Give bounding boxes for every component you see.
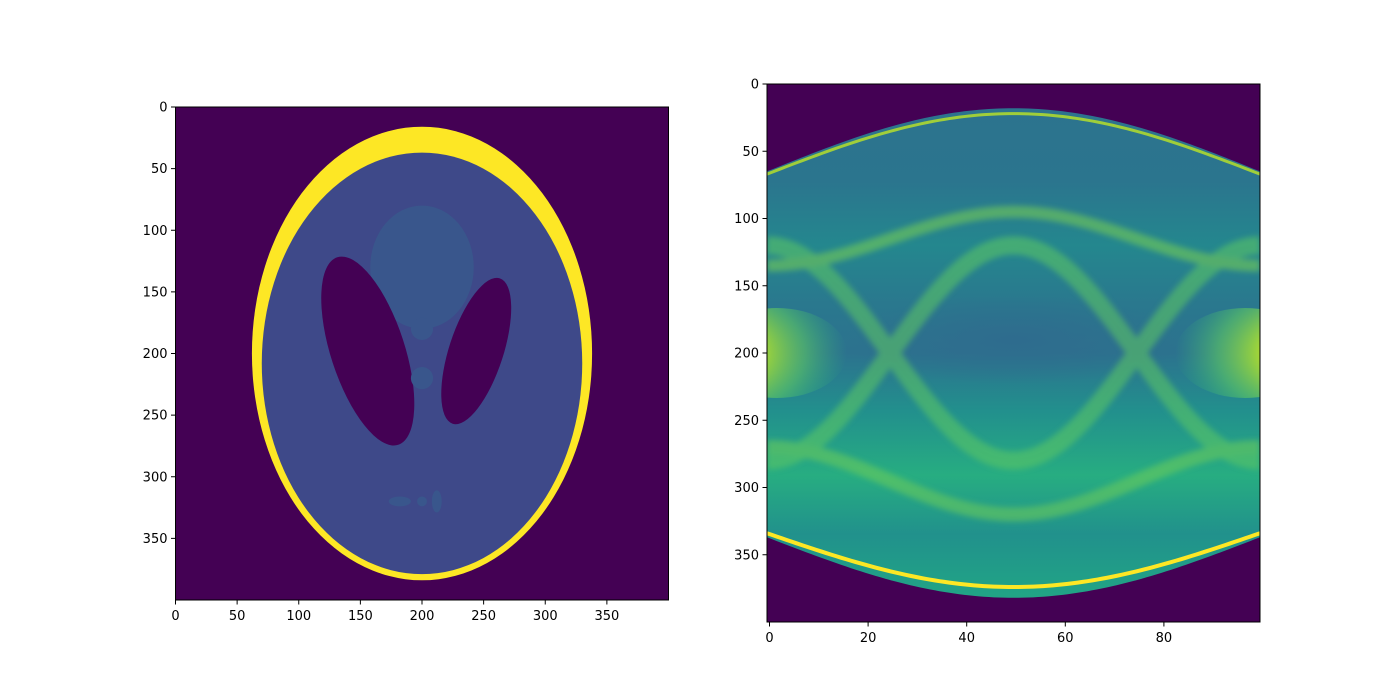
x-tick-label: 150 [348,609,373,624]
y-tick-label: 50 [742,145,759,160]
y-tick-label: 300 [143,470,168,485]
sinogram-x-ticks: 0 20 40 60 80 [765,622,1172,646]
x-tick-label: 250 [471,609,496,624]
phantom-ellipse [431,490,442,513]
x-tick-label: 100 [286,609,311,624]
phantom-ellipse [388,496,411,507]
y-tick-label: 350 [143,532,168,547]
y-tick-label: 200 [734,347,759,362]
sinogram-traces [767,205,1260,522]
y-tick-label: 200 [143,347,168,362]
x-tick-label: 50 [229,609,246,624]
y-tick-label: 100 [734,212,759,227]
sinogram-lower-edge [767,531,1260,590]
trace [767,205,1260,272]
phantom-image [251,126,593,581]
x-tick-label: 80 [1156,631,1173,646]
x-tick-label: 200 [410,609,435,624]
x-tick-label: 0 [765,631,773,646]
y-tick-label: 150 [734,279,759,294]
sinogram-y-ticks: 0 50 100 150 200 250 300 350 [734,78,767,563]
y-tick-label: 350 [734,548,759,563]
phantom-ellipse [410,317,434,340]
phantom-x-ticks: 0 50 100 150 200 250 300 350 [171,600,619,624]
phantom-ellipse [417,496,427,507]
phantom-ellipse [441,277,512,425]
y-tick-label: 0 [159,101,167,116]
phantom-ellipse [321,256,415,446]
y-tick-label: 250 [734,414,759,429]
trace [767,236,1260,470]
y-tick-label: 300 [734,481,759,496]
phantom-axes: 0 50 100 150 200 250 300 350 0 50 100 150 200 250 300… [143,101,669,624]
x-tick-label: 350 [594,609,619,624]
sinogram-upper-edge [767,112,1260,176]
y-tick-label: 150 [143,285,168,300]
sinogram-bright-region [1175,308,1260,398]
phantom-ellipse [410,367,434,390]
x-tick-label: 40 [958,631,975,646]
sinogram-axes: 0 20 40 60 80 0 50 100 150 200 250 300 350 [734,78,1261,646]
trace [767,440,1260,522]
x-tick-label: 20 [860,631,877,646]
x-tick-label: 60 [1057,631,1074,646]
x-tick-label: 0 [171,609,179,624]
trace [767,236,1260,470]
x-tick-label: 300 [533,609,558,624]
phantom-ellipse [370,205,474,329]
sinogram-image [767,108,1260,598]
y-tick-label: 250 [143,409,168,424]
y-tick-label: 100 [143,224,168,239]
y-tick-label: 0 [751,78,759,93]
y-tick-label: 50 [151,162,168,177]
sinogram-center-band [843,294,1184,385]
phantom-y-ticks: 0 50 100 150 200 250 300 350 [143,101,176,547]
sinogram-bright-region [767,308,847,398]
